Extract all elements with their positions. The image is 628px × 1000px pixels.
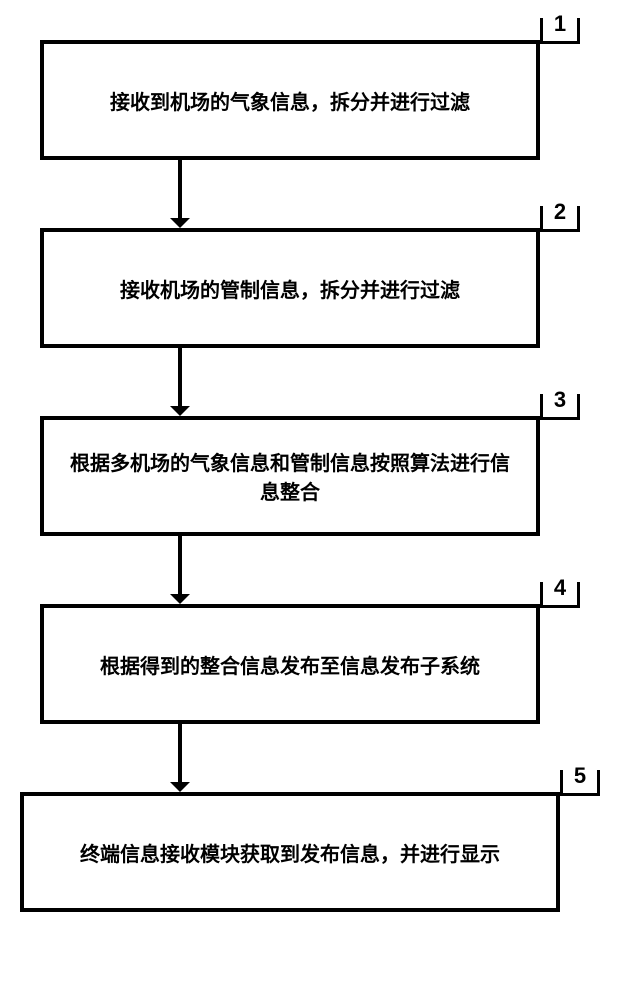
flow-step-2: 接收机场的管制信息，拆分并进行过滤 [40,228,540,348]
flow-arrow-1 [178,160,182,218]
flow-step-number-label: 3 [554,387,566,413]
flow-arrow-head-3 [170,594,190,604]
flow-step-4: 根据得到的整合信息发布至信息发布子系统 [40,604,540,724]
flow-step-5: 终端信息接收模块获取到发布信息，并进行显示 [20,792,560,912]
flow-step-text: 根据多机场的气象信息和管制信息按照算法进行信息整合 [64,447,516,505]
flow-step-number-1: 1 [540,18,580,44]
flow-step-1: 接收到机场的气象信息，拆分并进行过滤 [40,40,540,160]
flow-step-text: 接收机场的管制信息，拆分并进行过滤 [120,274,460,303]
flow-step-number-label: 4 [554,575,566,601]
flowchart-container: 接收到机场的气象信息，拆分并进行过滤 1 接收机场的管制信息，拆分并进行过滤 2 根据多… [0,0,628,1000]
flow-arrow-3 [178,536,182,594]
flow-arrow-head-1 [170,218,190,228]
flow-step-text: 根据得到的整合信息发布至信息发布子系统 [100,650,480,679]
flow-step-number-label: 5 [574,763,586,789]
flow-step-number-2: 2 [540,206,580,232]
flow-step-text: 终端信息接收模块获取到发布信息，并进行显示 [80,838,500,867]
flow-step-3: 根据多机场的气象信息和管制信息按照算法进行信息整合 [40,416,540,536]
flow-step-number-3: 3 [540,394,580,420]
flow-arrow-2 [178,348,182,406]
flow-arrow-head-2 [170,406,190,416]
flow-step-number-label: 2 [554,199,566,225]
flow-step-number-5: 5 [560,770,600,796]
flow-step-text: 接收到机场的气象信息，拆分并进行过滤 [110,86,470,115]
flow-step-number-label: 1 [554,11,566,37]
flow-step-number-4: 4 [540,582,580,608]
flow-arrow-head-4 [170,782,190,792]
flow-arrow-4 [178,724,182,782]
